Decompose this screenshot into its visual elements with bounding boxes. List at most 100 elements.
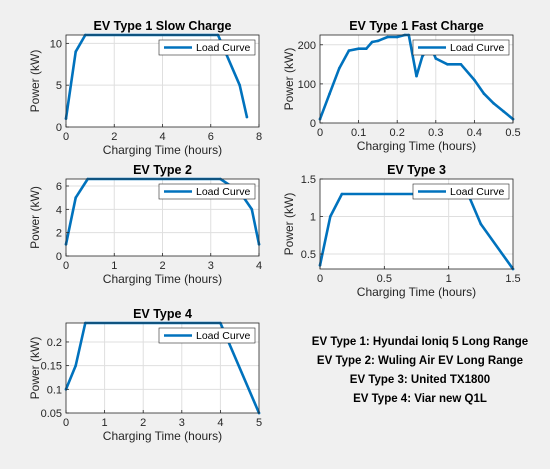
data-point	[479, 222, 483, 226]
x-axis-label: Charging Time (hours)	[103, 143, 222, 157]
x-tick-label: 1	[446, 273, 452, 285]
legend-label: Load Curve	[196, 42, 250, 54]
data-point	[446, 63, 449, 66]
data-point	[459, 63, 463, 66]
legend-box	[412, 183, 510, 200]
y-tick-label: 0	[56, 122, 62, 134]
legend-label: Load Curve	[450, 42, 504, 54]
x-tick-label: 4	[217, 417, 223, 429]
subplot-1: 0 2 4 6 8 0 5 10 EV Type 1 Slow Charge Charging T…	[28, 19, 262, 157]
x-tick-label: 0	[317, 127, 323, 139]
x-tick-label: 0.2	[390, 127, 405, 139]
data-point	[370, 40, 374, 44]
x-axis-label: Charging Time (hours)	[103, 272, 222, 286]
y-axis-label: Power (kW)	[282, 48, 296, 111]
y-tick-label: 0.5	[301, 249, 316, 261]
y-tick-label: 0.05	[41, 408, 62, 420]
x-tick-label: 0	[63, 131, 69, 143]
x-tick-label: 5	[256, 417, 262, 429]
x-tick-label: 0.1	[351, 127, 366, 139]
note-ev-type-2: EV Type 2: Wuling Air EV Long Range	[317, 355, 523, 367]
data-point	[473, 78, 476, 82]
x-tick-label: 0.5	[505, 127, 520, 139]
chart-title: EV Type 2	[133, 163, 192, 177]
x-tick-label: 1	[102, 417, 108, 429]
legend-label: Load Curve	[196, 330, 250, 342]
y-tick-label: 0.1	[47, 384, 62, 396]
data-point	[482, 92, 486, 95]
note-ev-type-3: EV Type 3: United TX1800	[350, 374, 490, 386]
axes-box	[65, 322, 260, 414]
x-tick-label: 3	[208, 260, 214, 272]
note-ev-type-1: EV Type 1: Hyundai Ioniq 5 Long Range	[312, 336, 528, 348]
chart-title: EV Type 4	[133, 307, 192, 321]
subplot-2: 0 0.1 0.2 0.3 0.4 0.5 0 100 200 EV Type 1 Fast Ch…	[282, 19, 521, 153]
subplot-5: 0 1 2 3 4 5 0.05 0.1 0.15 0.2 EV Type 4 Charging Ti…	[28, 307, 262, 443]
y-tick-label: 0.2	[47, 337, 62, 349]
x-tick-label: 2	[140, 417, 146, 429]
data-point	[74, 364, 77, 367]
x-tick-label: 2	[111, 131, 117, 143]
x-tick-label: 1	[111, 260, 117, 272]
y-tick-label: 100	[298, 79, 316, 91]
data-point	[74, 50, 77, 53]
legend-box	[158, 327, 256, 344]
y-tick-label: 0.15	[41, 361, 62, 373]
y-tick-label: 200	[298, 40, 316, 52]
data-point	[329, 215, 332, 218]
data-point	[338, 66, 341, 70]
chart-title: EV Type 3	[387, 163, 446, 177]
chart-title: EV Type 1 Slow Charge	[93, 19, 231, 33]
x-tick-label: 1.5	[505, 273, 520, 285]
x-tick-label: 6	[208, 131, 214, 143]
data-point	[376, 39, 380, 43]
x-tick-label: 8	[256, 131, 262, 143]
x-tick-label: 0.5	[377, 273, 392, 285]
y-axis-label: Power (kW)	[28, 186, 42, 249]
y-tick-label: 6	[56, 181, 62, 193]
y-tick-label: 2	[56, 228, 62, 240]
y-tick-label: 0	[310, 118, 316, 130]
subplot-3: 0 1 2 3 4 0 2 4 6 EV Type 2 Charging Time (hours) P…	[28, 163, 262, 286]
data-point	[340, 192, 344, 196]
data-point	[250, 208, 254, 211]
x-tick-label: 4	[256, 260, 262, 272]
y-tick-label: 1.5	[301, 174, 316, 186]
data-point	[347, 49, 351, 52]
x-tick-label: 2	[159, 260, 165, 272]
data-point	[74, 196, 77, 199]
y-tick-label: 5	[56, 80, 62, 92]
data-point	[421, 55, 424, 58]
legend-box	[158, 183, 256, 200]
data-point	[238, 83, 241, 87]
note-ev-type-4: EV Type 4: Viar new Q1L	[353, 393, 487, 405]
legend-box	[158, 39, 256, 56]
data-point	[365, 47, 368, 50]
x-tick-label: 0	[317, 273, 323, 285]
load-curve-line	[318, 192, 515, 271]
x-axis-label: Charging Time (hours)	[103, 429, 222, 443]
vehicle-notes: EV Type 1: Hyundai Ioniq 5 Long Range EV…	[312, 336, 528, 405]
x-tick-label: 0	[63, 417, 69, 429]
data-point	[492, 102, 496, 105]
y-tick-label: 0	[56, 251, 62, 263]
y-axis-label: Power (kW)	[282, 193, 296, 256]
x-tick-label: 0.4	[467, 127, 482, 139]
legend-box	[412, 39, 510, 56]
x-tick-label: 3	[179, 417, 185, 429]
legend-label: Load Curve	[450, 186, 504, 198]
data-point	[245, 115, 249, 119]
axes-box	[319, 34, 514, 124]
x-axis-label: Charging Time (hours)	[357, 285, 476, 299]
data-point	[328, 92, 331, 95]
data-point	[502, 110, 505, 113]
x-axis-label: Charging Time (hours)	[357, 139, 476, 153]
x-tick-label: 0.3	[428, 127, 443, 139]
legend-label: Load Curve	[196, 186, 250, 198]
data-point	[434, 57, 438, 60]
x-tick-label: 4	[159, 131, 165, 143]
data-point	[415, 74, 418, 78]
